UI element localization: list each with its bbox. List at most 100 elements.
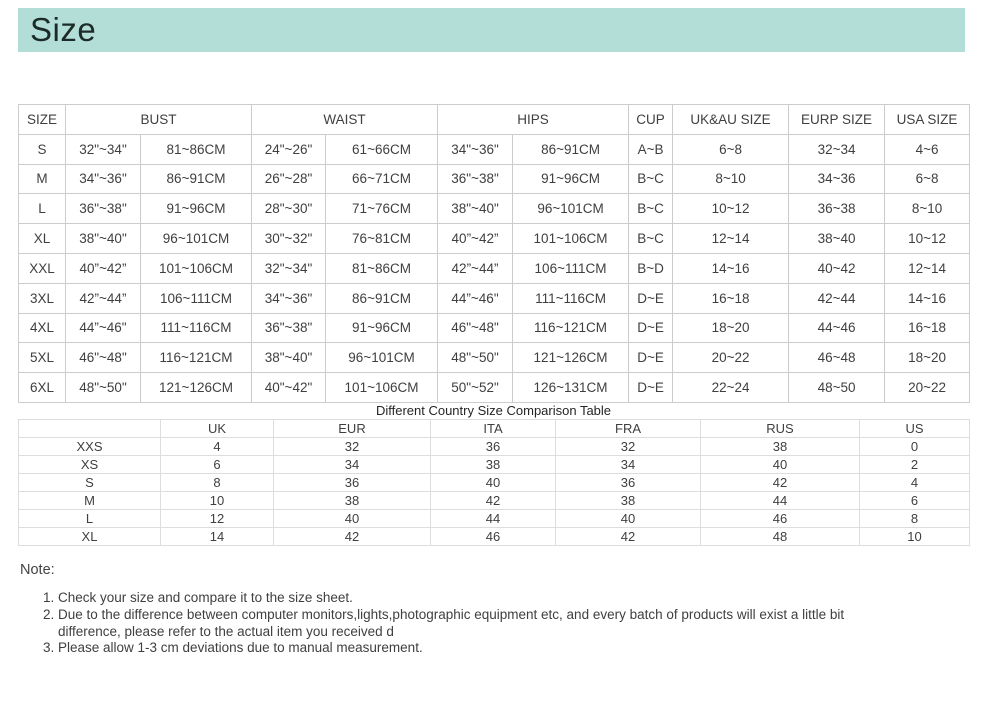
size-table-row: L 36"~38" 91~96CM 28"~30" 71~76CM 38"~40" 96~1… [18, 193, 971, 225]
size-table-header-cell: BUST [64, 104, 253, 135]
comparison-table-cell: 32 [273, 437, 431, 456]
size-table-cell: 121~126CM [512, 342, 630, 374]
size-table-cell: 96~101CM [512, 193, 630, 225]
size-table-cell: 106~111CM [139, 282, 253, 314]
comparison-table-header-cell: UK [160, 419, 274, 438]
size-table-row: 5XL 46"~48" 116~121CM 38"~40" 96~101CM 48"~50… [18, 342, 971, 374]
size-table-cell: 24"~26" [251, 133, 327, 165]
size-table-cell: 34"~36" [437, 133, 514, 165]
size-table-cell: M [18, 163, 66, 195]
size-table-cell: 5XL [18, 342, 66, 374]
comparison-table-row: M 10 38 42 38 44 6 [18, 491, 970, 510]
size-table-cell: 28"~30" [251, 193, 327, 225]
comparison-table-cell: 42 [430, 491, 556, 510]
comparison-table-cell: 4 [859, 473, 970, 492]
comparison-table-cell: 10 [160, 491, 274, 510]
comparison-table-cell: 2 [859, 455, 970, 474]
size-table-cell: D~E [628, 312, 674, 344]
size-table-cell: 36~38 [788, 193, 886, 225]
comparison-table-header-cell: ITA [430, 419, 556, 438]
size-table-cell: XXL [18, 252, 66, 284]
comparison-table-cell: 38 [700, 437, 860, 456]
comparison-table-cell: 40 [273, 509, 431, 528]
size-table-cell: B~C [628, 223, 674, 254]
comparison-table-header-row: UK EUR ITA FRA RUS US [18, 419, 970, 438]
size-table-cell: 46"~48" [65, 342, 141, 374]
comparison-table-cell: 10 [859, 527, 970, 546]
comparison-table-cell: 46 [430, 527, 556, 546]
size-table-cell: 86~91CM [512, 133, 630, 165]
size-table-cell: 50"~52" [437, 372, 514, 403]
comparison-table-cell: 44 [700, 491, 860, 510]
size-table-cell: B~C [628, 193, 674, 225]
size-table-header-cell: EURP SIZE [788, 104, 886, 135]
size-table-cell: 116~121CM [139, 342, 253, 374]
comparison-table-cell: XL [18, 527, 161, 546]
comparison-table-cell: S [18, 473, 161, 492]
size-table-cell: 42~44 [788, 282, 886, 314]
size-table-cell: A~B [628, 133, 674, 165]
size-table-cell: 40~42 [788, 252, 886, 284]
comparison-table-header-cell: EUR [273, 419, 431, 438]
size-table-header-cell: SIZE [18, 104, 66, 135]
size-table-cell: 91~96CM [325, 312, 439, 344]
size-table-cell: B~D [628, 252, 674, 284]
size-table-cell: 26"~28" [251, 163, 327, 195]
size-table-cell: 8~10 [884, 193, 971, 225]
size-table-cell: 16~18 [672, 282, 790, 314]
comparison-table: UK EUR ITA FRA RUS US XXS 4 32 36 32 38 0 XS 6 34 38 34 4… [18, 419, 970, 546]
size-table-cell: L [18, 193, 66, 225]
size-table-cell: 48~50 [788, 372, 886, 403]
size-table-cell: D~E [628, 342, 674, 374]
size-table-cell: 44”~46" [437, 282, 514, 314]
size-table-cell: 6~8 [672, 133, 790, 165]
size-table-cell: 101~106CM [512, 223, 630, 254]
size-table-cell: 12~14 [672, 223, 790, 254]
size-table-header-cell: CUP [628, 104, 674, 135]
size-table-cell: 111~116CM [512, 282, 630, 314]
comparison-table-cell: 40 [555, 509, 701, 528]
comparison-table-cell: 34 [555, 455, 701, 474]
size-table-cell: 81~86CM [139, 133, 253, 165]
size-table-cell: 81~86CM [325, 252, 439, 284]
comparison-table-cell: M [18, 491, 161, 510]
size-table-cell: 38"~40" [437, 193, 514, 225]
size-table-cell: 40”~42” [437, 223, 514, 254]
size-table-cell: 111~116CM [139, 312, 253, 344]
size-table-cell: 40”~42” [65, 252, 141, 284]
comparison-table-cell: 48 [700, 527, 860, 546]
size-table-cell: 42”~44” [437, 252, 514, 284]
note-item: Check your size and compare it to the si… [58, 590, 893, 607]
size-table-row: 4XL 44”~46" 111~116CM 36"~38" 91~96CM 46"~48"… [18, 312, 971, 344]
size-table-cell: 18~20 [672, 312, 790, 344]
size-table-row: XL 38"~40" 96~101CM 30"~32" 76~81CM 40”~42” 10… [18, 223, 971, 254]
note-heading: Note: [20, 562, 55, 578]
size-table-cell: 10~12 [884, 223, 971, 254]
comparison-table-cell: 4 [160, 437, 274, 456]
size-table-cell: 46"~48" [437, 312, 514, 344]
comparison-table-cell: 36 [555, 473, 701, 492]
comparison-table-row: L 12 40 44 40 46 8 [18, 509, 970, 528]
note-item: Due to the difference between computer m… [58, 607, 893, 641]
comparison-table-cell: 42 [555, 527, 701, 546]
size-table-cell: S [18, 133, 66, 165]
comparison-table-cell: 46 [700, 509, 860, 528]
size-table-cell: 96~101CM [139, 223, 253, 254]
size-table-cell: 48"~50" [65, 372, 141, 403]
comparison-table-cell: 36 [273, 473, 431, 492]
size-table-cell: 36"~38" [437, 163, 514, 195]
size-table-cell: 96~101CM [325, 342, 439, 374]
comparison-table-cell: 32 [555, 437, 701, 456]
size-table-cell: 40"~42" [251, 372, 327, 403]
comparison-table-cell: XS [18, 455, 161, 474]
size-table-cell: 106~111CM [512, 252, 630, 284]
size-table-cell: 121~126CM [139, 372, 253, 403]
size-table-header-row: SIZE BUST WAIST HIPS CUP UK&AU SIZE EURP SIZE U… [18, 104, 971, 135]
size-table-cell: 46~48 [788, 342, 886, 374]
comparison-table-cell: 6 [160, 455, 274, 474]
size-table-cell: 4XL [18, 312, 66, 344]
comparison-table-cell: 42 [700, 473, 860, 492]
size-table-cell: 71~76CM [325, 193, 439, 225]
size-table-cell: 14~16 [884, 282, 971, 314]
